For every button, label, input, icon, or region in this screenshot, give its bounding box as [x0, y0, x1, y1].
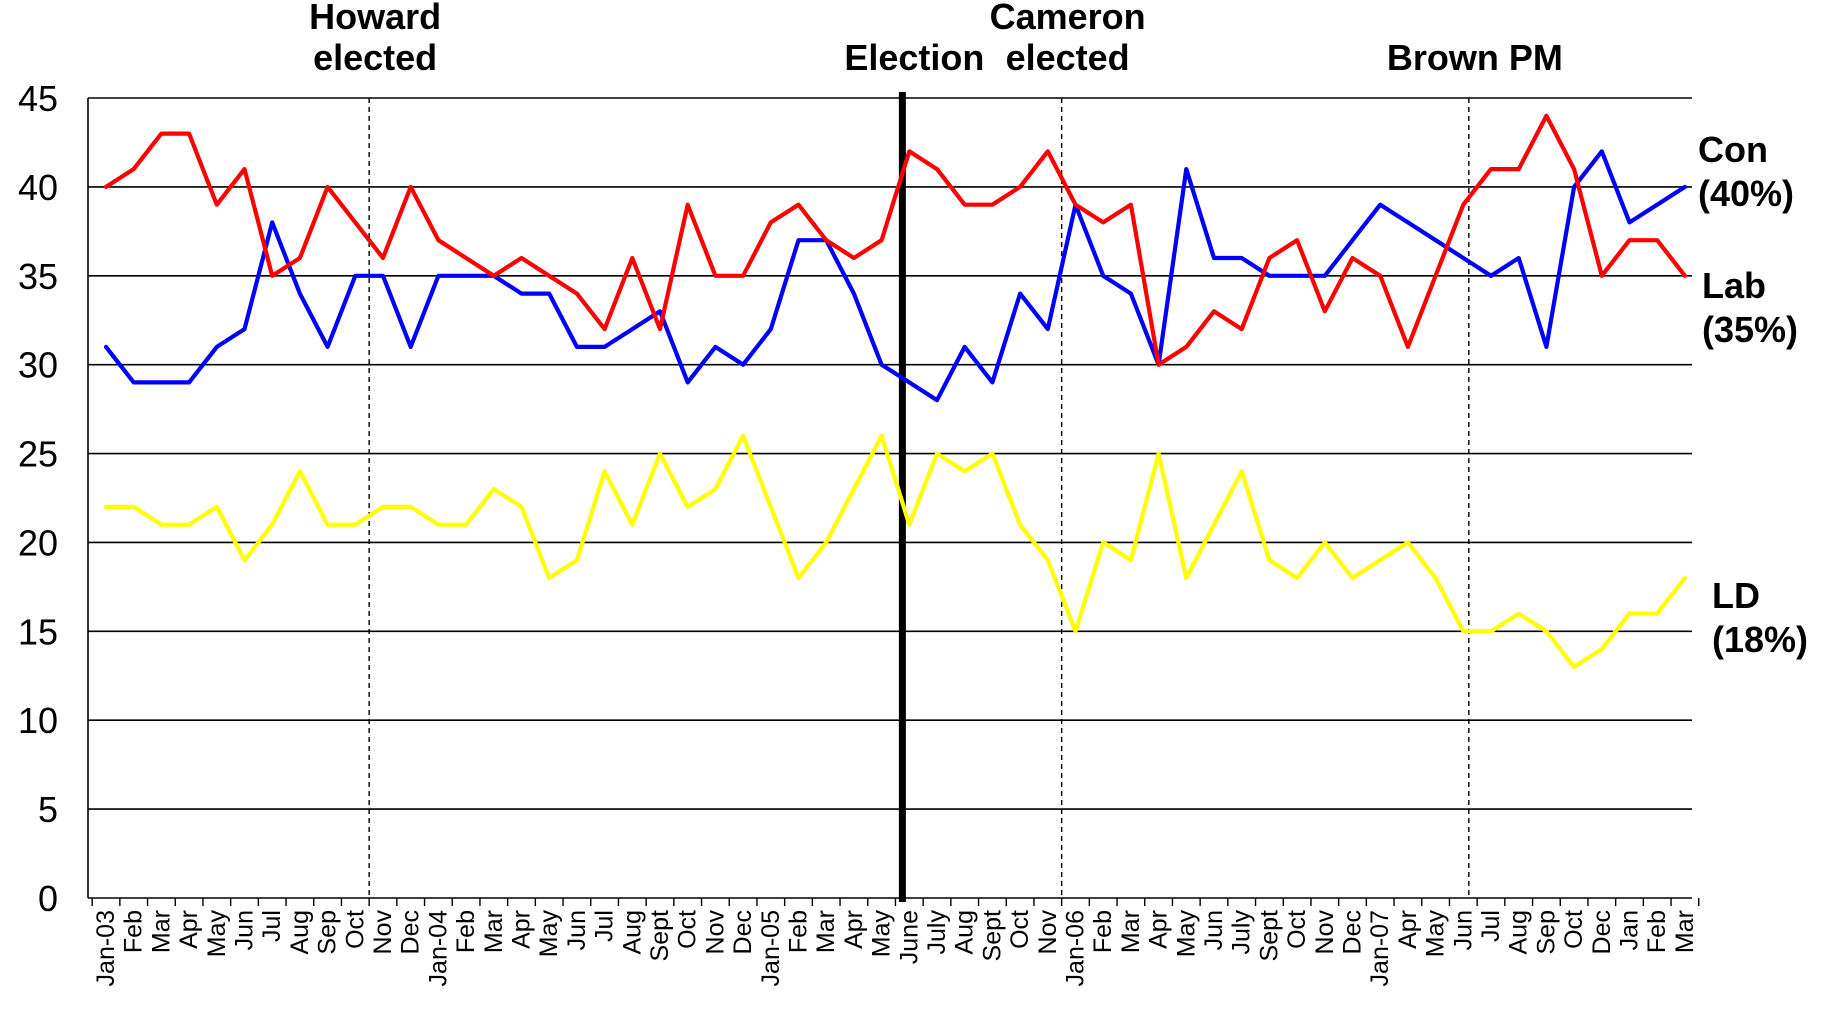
event-label-howard: Howard [309, 0, 441, 37]
x-tick-label: Feb [120, 910, 148, 953]
event-label-election: Election [844, 37, 984, 78]
x-tick-label: Mar [480, 910, 508, 953]
y-tick-label: 5 [38, 789, 58, 830]
y-tick-label: 40 [18, 167, 58, 208]
x-tick-label: May [1422, 910, 1450, 958]
x-tick-label: Feb [1643, 910, 1671, 953]
x-tick-label: Nov [1034, 910, 1062, 955]
x-tick-label: Oct [674, 910, 702, 949]
x-tick-label: Apr [175, 910, 203, 949]
series-line-lab [103, 149, 1688, 403]
x-tick-label: Aug [1505, 910, 1533, 954]
x-tick-label: Aug [286, 910, 314, 954]
x-tick-label: Dec [1588, 910, 1616, 954]
y-tick-label: 45 [18, 78, 58, 119]
x-tick-label: Jun [1200, 910, 1228, 950]
x-tick-label: Sept [1255, 910, 1283, 961]
series-label-lab: (35%) [1702, 309, 1798, 350]
series-label-ld: (18%) [1712, 619, 1808, 660]
series-label-con: (40%) [1698, 173, 1794, 214]
x-tick-label: Mar [812, 910, 840, 953]
x-tick-label: Apr [1394, 910, 1422, 949]
x-tick-label: Sep [314, 910, 342, 954]
x-tick-label: July [1228, 910, 1256, 955]
x-tick-label: Oct [1006, 910, 1034, 949]
y-tick-label: 15 [18, 611, 58, 652]
x-tick-label: May [535, 910, 563, 958]
x-tick-label: Aug [618, 910, 646, 954]
x-tick-label: Jan-04 [424, 910, 452, 987]
x-tick-label: Nov [701, 910, 729, 955]
x-tick-label: May [868, 910, 896, 958]
y-tick-label: 0 [38, 878, 58, 919]
x-tick-label: Jun [231, 910, 259, 950]
series-line-con [103, 113, 1688, 367]
y-tick-label: 10 [18, 700, 58, 741]
x-tick-label: Jan-05 [757, 910, 785, 986]
series-label-ld: LD [1712, 575, 1760, 616]
series-label-lab: Lab [1702, 265, 1766, 306]
x-tick-label: Apr [1145, 910, 1173, 949]
x-tick-label: Nov [1311, 910, 1339, 955]
x-tick-label: May [203, 910, 231, 958]
y-tick-label: 35 [18, 256, 58, 297]
x-tick-label: Aug [951, 910, 979, 954]
x-tick-label: Jun [563, 910, 591, 950]
x-tick-label: Jul [591, 910, 619, 942]
x-tick-label: Oct [1560, 910, 1588, 949]
x-tick-label: Feb [452, 910, 480, 953]
x-tick-label: Jan-07 [1366, 910, 1394, 986]
event-label-cameron: Cameron [990, 0, 1146, 37]
event-label-howard: elected [313, 37, 437, 78]
x-tick-label: Sep [1532, 910, 1560, 954]
x-tick-label: Feb [785, 910, 813, 953]
x-tick-label: July [923, 910, 951, 955]
x-tick-label: Mar [1117, 910, 1145, 953]
x-tick-label: Feb [1089, 910, 1117, 953]
x-tick-label: Jan-06 [1062, 910, 1090, 986]
event-label-brown: Brown PM [1387, 37, 1563, 78]
x-tick-label: Sept [646, 910, 674, 961]
series-label-con: Con [1698, 129, 1768, 170]
x-tick-label: Jan [1616, 910, 1644, 950]
x-tick-label: Dec [1339, 910, 1367, 954]
x-tick-label: May [1172, 910, 1200, 958]
x-tick-label: Apr [840, 910, 868, 949]
x-tick-label: Jul [258, 910, 286, 942]
series-line-ld [103, 433, 1688, 670]
x-tick-label: Dec [397, 910, 425, 954]
y-tick-label: 25 [18, 434, 58, 475]
x-tick-label: Mar [147, 910, 175, 953]
x-tick-label: Jun [1449, 910, 1477, 950]
x-tick-label: Nov [369, 910, 397, 955]
event-label-cameron: elected [1006, 37, 1130, 78]
y-tick-label: 30 [18, 345, 58, 386]
x-tick-label: Mar [1671, 910, 1699, 953]
x-tick-label: June [895, 910, 923, 964]
x-tick-label: Jul [1477, 910, 1505, 942]
x-tick-label: Jan-03 [92, 910, 120, 986]
x-tick-label: Apr [508, 910, 536, 949]
x-tick-label: Oct [341, 910, 369, 949]
x-tick-label: Dec [729, 910, 757, 954]
y-tick-label: 20 [18, 522, 58, 563]
x-tick-label: Sept [978, 910, 1006, 961]
x-tick-label: Oct [1283, 910, 1311, 949]
